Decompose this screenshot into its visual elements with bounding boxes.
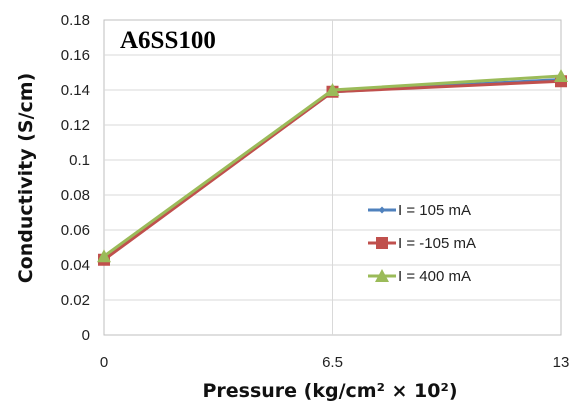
legend-marker-2 [376, 237, 388, 249]
y-tick-label: 0.04 [61, 257, 90, 274]
series-3-point [325, 83, 340, 96]
x-tick-label: 0 [100, 354, 108, 371]
y-tick-label: 0.12 [61, 117, 90, 134]
legend: I = 105 mA I = -105 mA I = 400 mA [368, 202, 476, 285]
y-tick-label: 0.06 [61, 222, 90, 239]
chart-annotation: A6SS100 [120, 27, 216, 54]
y-tick-label: 0.16 [61, 47, 90, 64]
x-axis-title: Pressure (kg/cm² × 10²) [202, 380, 457, 402]
y-tick-label: 0.08 [61, 187, 90, 204]
y-tick-label: 0 [82, 327, 90, 344]
legend-label-1: I = 105 mA [398, 202, 471, 219]
y-tick-label: 0.14 [61, 82, 90, 99]
x-tick-labels: 0 6.5 13 [100, 354, 570, 371]
x-tick-label: 6.5 [322, 354, 343, 371]
y-tick-label: 0.18 [61, 12, 90, 29]
series-3-point [554, 69, 568, 82]
legend-marker-1 [378, 206, 386, 214]
legend-marker-3 [375, 269, 389, 282]
grid-lines [104, 20, 561, 335]
series-3-point [97, 249, 111, 263]
x-tick-label: 13 [553, 354, 570, 371]
y-tick-labels: 0 0.02 0.04 0.06 0.08 0.1 0.12 0.14 0.16 0.18 [61, 12, 90, 344]
series-group [97, 69, 568, 266]
y-axis-title: Conductivity (S/cm) [15, 73, 37, 284]
legend-label-2: I = -105 mA [398, 235, 476, 252]
y-tick-label: 0.02 [61, 292, 90, 309]
legend-label-3: I = 400 mA [398, 268, 471, 285]
y-tick-label: 0.1 [69, 152, 90, 169]
